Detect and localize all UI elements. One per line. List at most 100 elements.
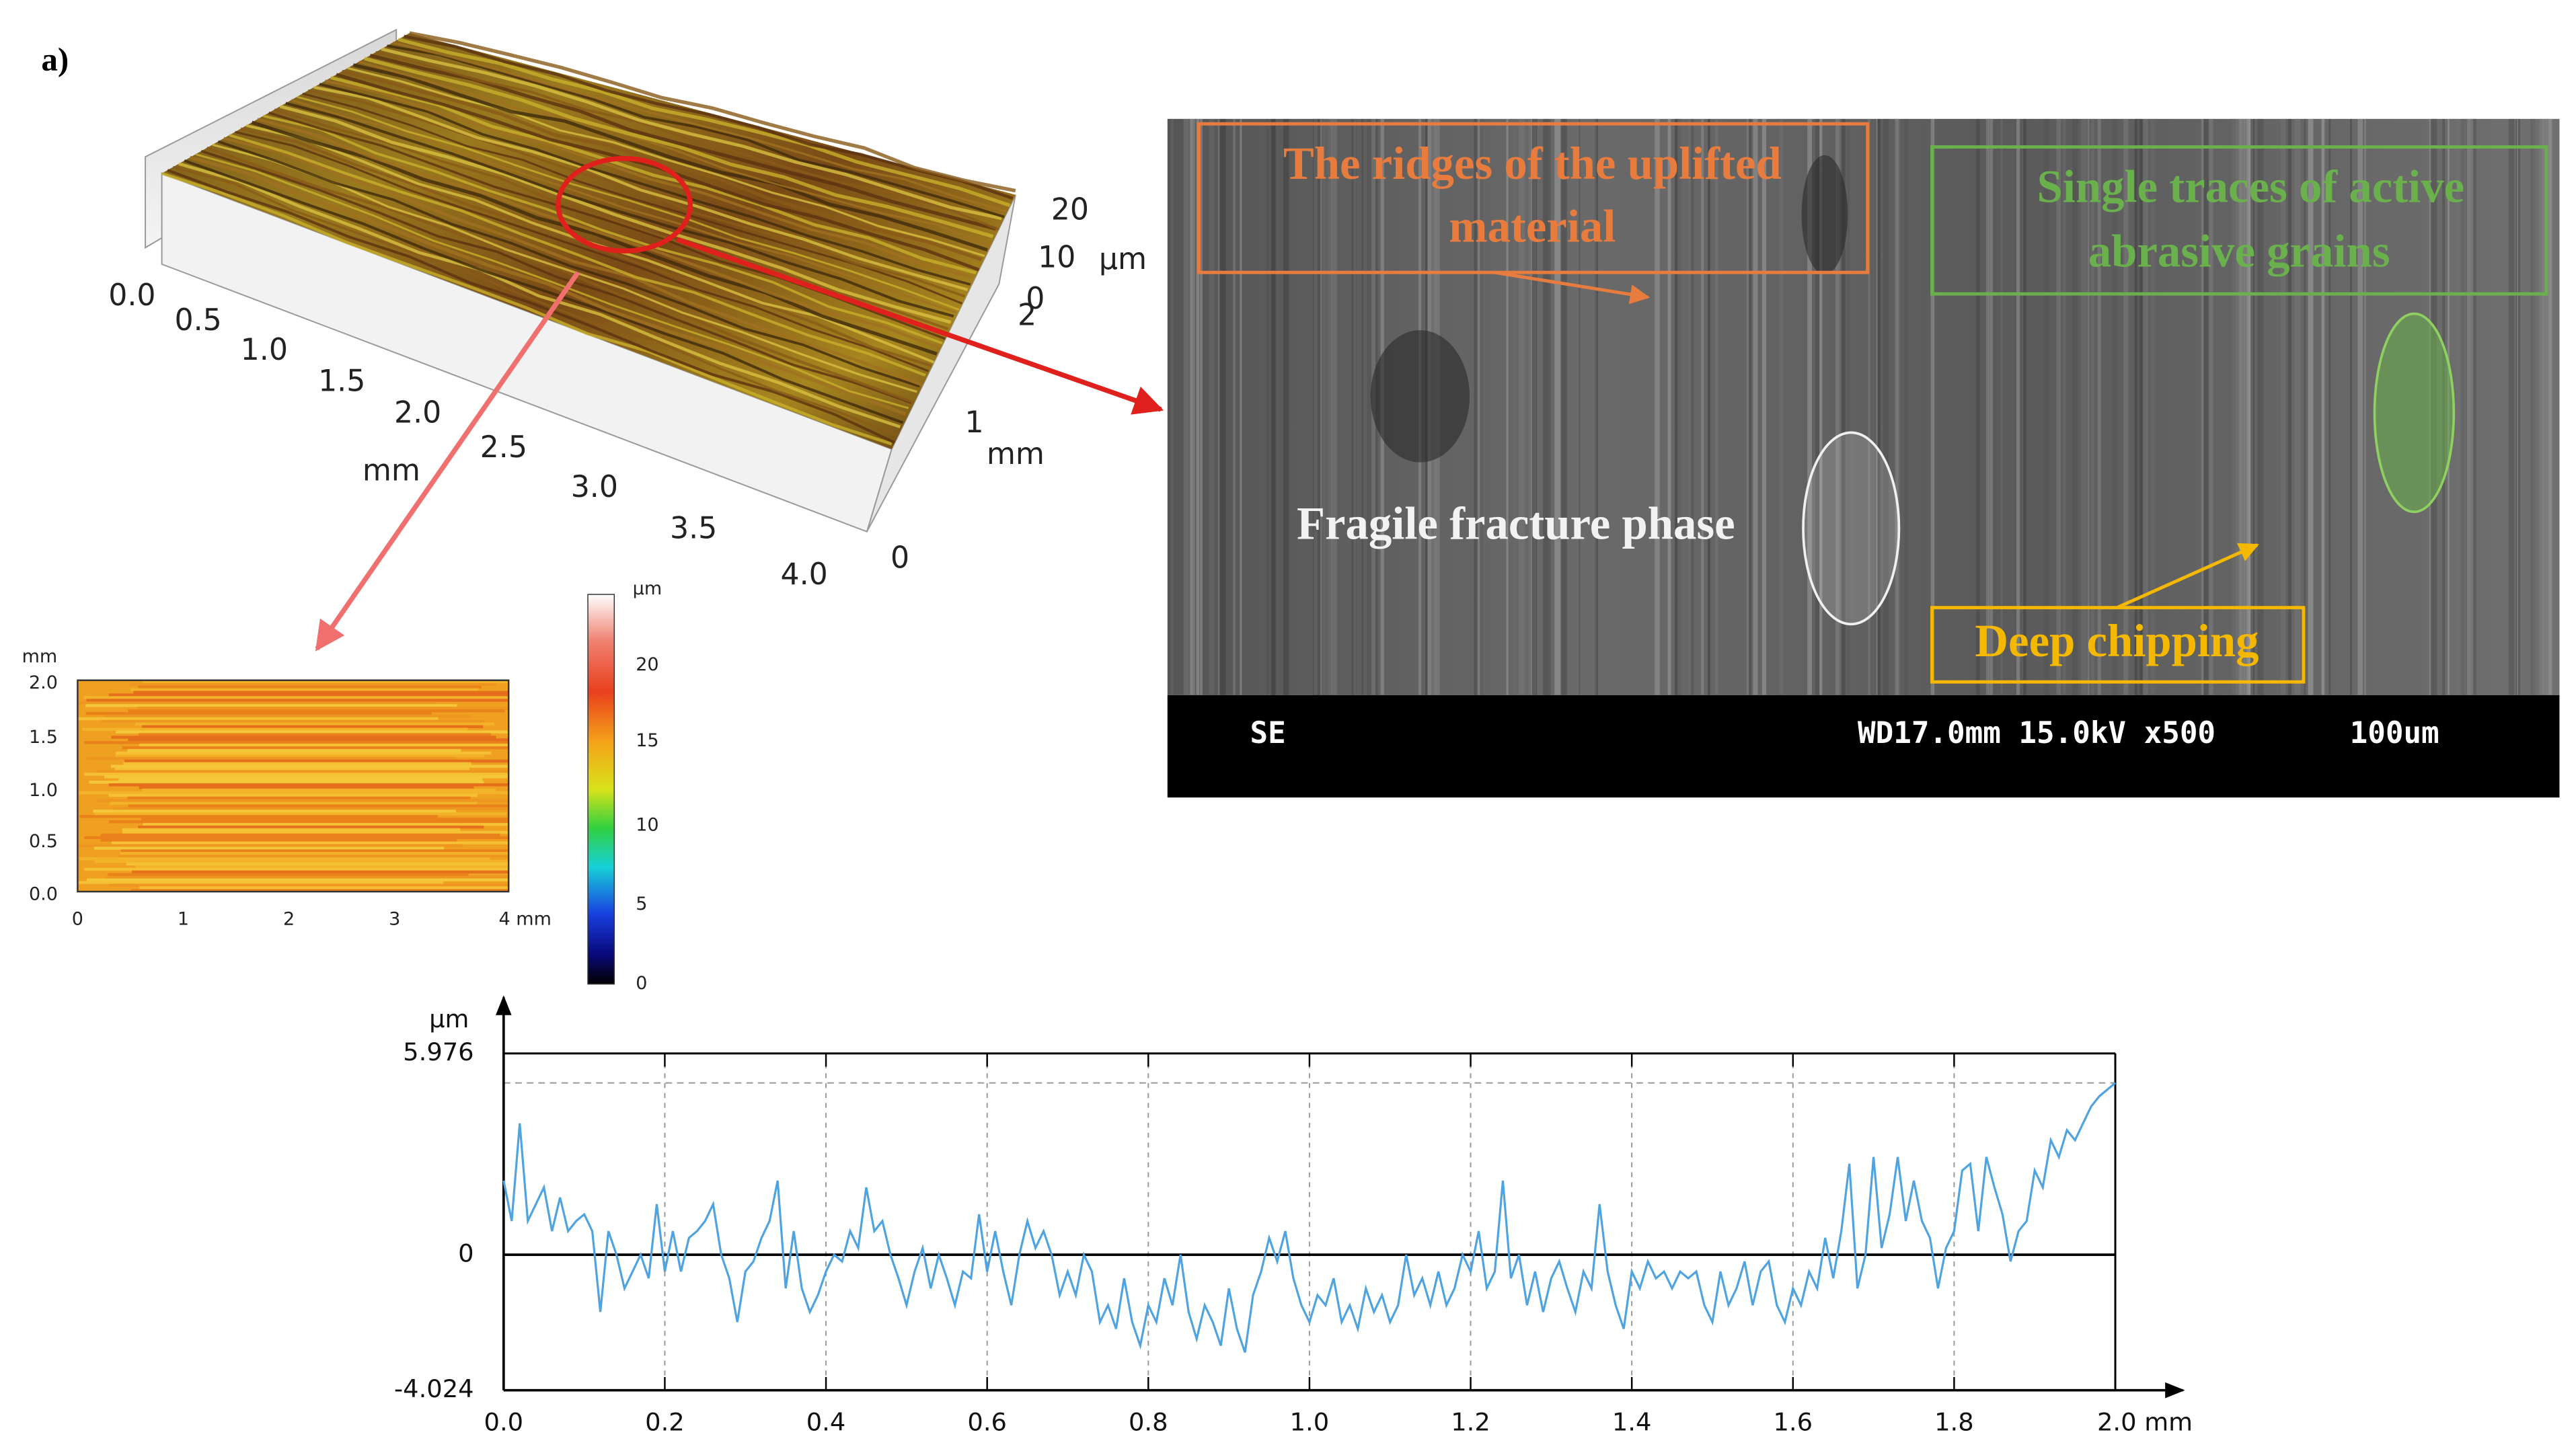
y-axis-label: µm: [429, 1005, 469, 1033]
map-stripe: [115, 767, 470, 771]
map-stripe: [108, 783, 509, 787]
surface-streak: [341, 69, 983, 262]
x-axis-label: mm: [363, 453, 420, 487]
map-stripe: [82, 728, 468, 731]
x-tick-label: 1.6: [1773, 1407, 1813, 1436]
sem-streak: [1351, 118, 1357, 695]
surface-streak: [257, 118, 940, 350]
surface-streak: [297, 95, 960, 311]
map-stripe: [87, 878, 509, 881]
map-stripe: [84, 741, 509, 744]
y-tick-label: 1.0: [29, 780, 58, 801]
sem-streak: [1330, 118, 1337, 695]
map-stripe: [126, 862, 509, 866]
sem-streak: [2322, 118, 2324, 695]
x-tick-label: 2.0 mm: [2097, 1407, 2193, 1436]
sem-streak: [2357, 118, 2363, 695]
sem-streak: [1594, 118, 1598, 695]
sem-streak: [1819, 118, 1823, 695]
arrow: [1494, 270, 1651, 305]
surface-streak: [324, 79, 974, 279]
colorbar-tick-label: 10: [636, 814, 658, 835]
colorbar: [587, 594, 615, 985]
map-stripe: [116, 730, 509, 734]
sem-streak: [2239, 118, 2244, 695]
sem-streak: [2467, 118, 2474, 695]
sem-streak: [1888, 118, 1891, 695]
sem-image: The ridges of the uplifted material Sing…: [1167, 118, 2560, 798]
sem-streak: [1850, 118, 1854, 695]
panel-label: a): [41, 41, 69, 78]
x-tick-label: 1.5: [318, 364, 365, 399]
surface-3d: 0.0 0.5 1.0 1.5 2.0 2.5 3.0 3.5 4.0 mm 0 1 2 mm 0 10 20 µ…: [108, 28, 1164, 652]
map-stripe: [139, 886, 509, 890]
sem-streak: [2016, 118, 2020, 695]
sem-streak: [1313, 118, 1320, 695]
profile-line: [502, 1082, 2117, 1353]
sem-streak: [2285, 118, 2290, 695]
x-tick-label: 0.2: [645, 1407, 685, 1436]
map-stripe: [100, 838, 457, 842]
y-axis-label: mm: [22, 646, 58, 667]
sem-streak: [1930, 118, 1935, 695]
sem-streak: [2136, 118, 2140, 695]
surface-streak: [381, 47, 1002, 221]
sem-streak: [2252, 118, 2255, 695]
x-tick-label: 0: [72, 908, 83, 929]
surface-streak: [200, 149, 912, 404]
sem-streak: [1196, 118, 1200, 695]
sem-streak: [2244, 118, 2246, 695]
sem-streak: [1326, 118, 1328, 695]
sem-streak: [1985, 118, 1990, 695]
annotation-box: [1930, 145, 2548, 296]
sem-streak: [1883, 118, 1889, 695]
sem-streak: [1688, 118, 1692, 695]
sem-streak: [1480, 118, 1484, 695]
surface-streak: [262, 114, 943, 345]
sem-streak: [1506, 118, 1509, 695]
map-stripe: [89, 781, 484, 784]
map-stripe: [141, 818, 509, 821]
map-stripe: [139, 744, 509, 747]
map-stripe: [78, 791, 509, 795]
map-stripe: [138, 825, 484, 829]
y-tick-label: 0: [891, 541, 909, 575]
map-stripe: [85, 704, 457, 707]
surface-streak: [206, 146, 915, 404]
map-stripe: [116, 751, 492, 755]
sem-streak: [2508, 118, 2515, 695]
colorbar-tick-label: 20: [636, 654, 658, 675]
x-tick-label: 3.0: [571, 470, 618, 504]
sem-streak: [1561, 118, 1567, 695]
colorbar-tick-label: 5: [636, 894, 647, 914]
sem-streak: [1778, 118, 1782, 695]
surface-streak: [184, 159, 904, 424]
map-stripe: [109, 883, 509, 887]
sem-streak: [2350, 118, 2352, 695]
sem-streak: [2023, 118, 2026, 695]
map-stripe: [77, 717, 439, 721]
arrow: [2116, 543, 2259, 609]
sem-streak: [2112, 118, 2118, 695]
x-tick-label: 0.5: [174, 303, 221, 338]
sem-streak: [1219, 118, 1226, 695]
sem-streak: [1271, 118, 1275, 695]
map-stripe: [113, 807, 509, 810]
map-stripe: [84, 836, 509, 839]
colorbar-tick-label: 0: [636, 973, 647, 994]
map-stripe: [86, 699, 509, 702]
sem-streak: [2257, 118, 2264, 695]
map-stripe: [135, 865, 509, 869]
x-tick-label: 3.5: [670, 511, 717, 545]
map-stripe: [128, 709, 505, 713]
surface-streak: [251, 120, 938, 356]
x-tick-label: 0.8: [1129, 1407, 1168, 1436]
sem-streak: [2238, 118, 2240, 695]
x-tick-label: 1.0: [241, 333, 288, 367]
sem-streak: [2456, 118, 2460, 695]
sem-streak: [2150, 118, 2156, 695]
sem-scale: 100um: [2350, 716, 2439, 750]
annotation: abrasive grains: [2088, 225, 2390, 276]
map-stripe: [111, 841, 509, 845]
